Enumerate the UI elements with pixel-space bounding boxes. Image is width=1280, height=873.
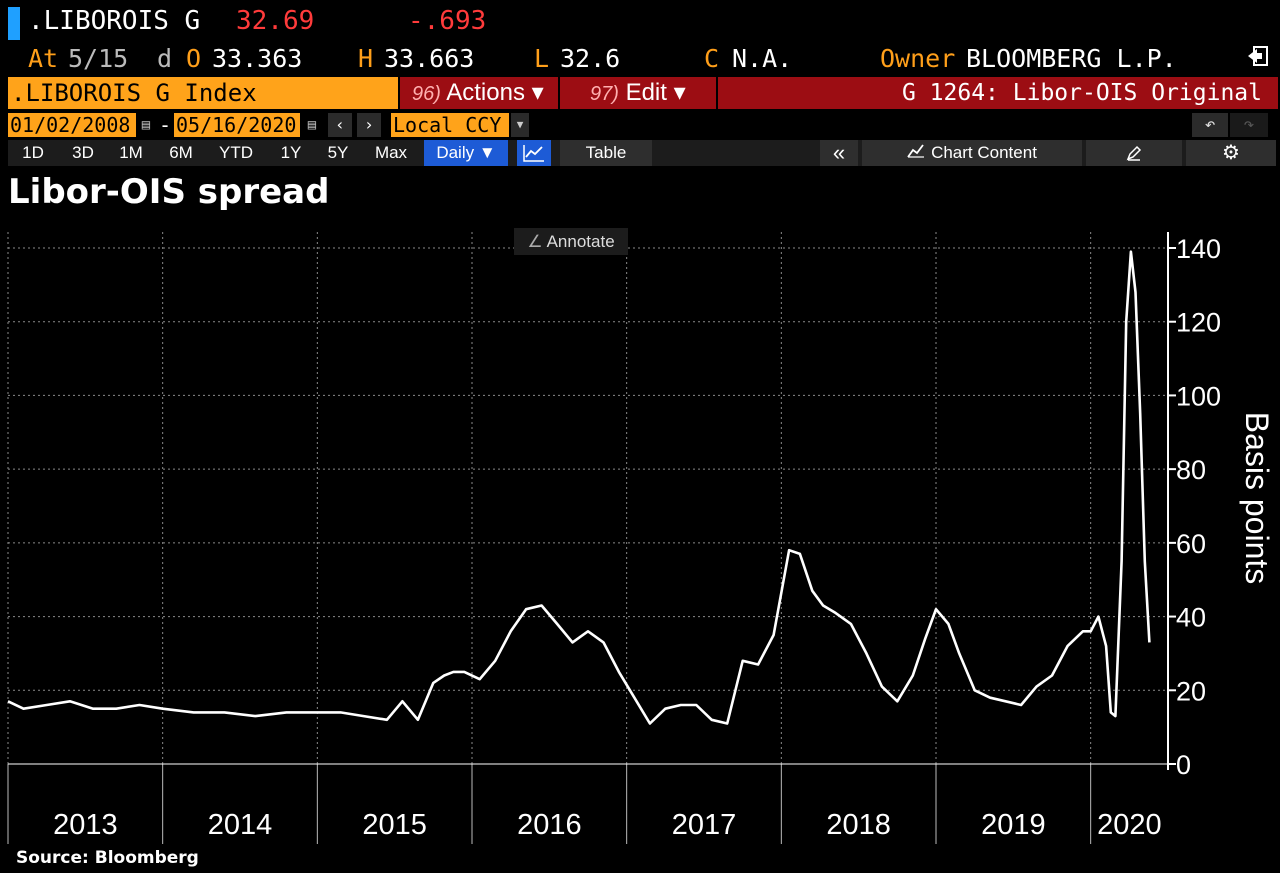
period-3d-button[interactable]: 3D bbox=[72, 143, 94, 162]
chart-content-icon bbox=[907, 140, 925, 166]
x-tick-label: 2019 bbox=[981, 809, 1046, 841]
period-toolbar: 1D 3D 1M 6M YTD 1Y 5Y Max Daily ▼ Table … bbox=[8, 140, 1276, 166]
low-value: 32.6 bbox=[560, 44, 621, 73]
period-5y-button[interactable]: 5Y bbox=[327, 143, 349, 162]
y-tick-label: 20 bbox=[1176, 676, 1206, 706]
date-separator: - bbox=[159, 113, 172, 137]
y-tick-label: 60 bbox=[1176, 529, 1206, 559]
collapse-panel-button[interactable]: « bbox=[820, 140, 858, 166]
high-value: 33.663 bbox=[384, 44, 475, 73]
security-field[interactable]: .LIBOROIS G Index bbox=[8, 77, 398, 109]
open-value: 33.363 bbox=[212, 44, 303, 73]
actions-menu-number: 96) bbox=[412, 83, 441, 105]
x-tick-label: 2018 bbox=[826, 809, 891, 841]
redo-icon[interactable]: ↷ bbox=[1230, 113, 1268, 137]
price-change: -.693 bbox=[408, 6, 487, 36]
annotate-button[interactable]: ∠ Annotate bbox=[514, 228, 628, 255]
period-1y-button[interactable]: 1Y bbox=[280, 143, 302, 162]
period-6m-button[interactable]: 6M bbox=[169, 143, 193, 162]
y-axis-label: Basis points bbox=[1239, 412, 1275, 585]
chart-title: Libor-OIS spread bbox=[8, 172, 330, 212]
x-tick-label: 2013 bbox=[53, 809, 118, 841]
source-note: Source: Bloomberg bbox=[16, 848, 199, 868]
actions-menu-button[interactable]: 96) Actions ▾ bbox=[400, 77, 558, 109]
edit-menu-label: Edit ▾ bbox=[625, 79, 686, 106]
pencil-icon: ∠ bbox=[527, 232, 543, 251]
y-tick-label: 80 bbox=[1176, 455, 1206, 485]
end-date-field[interactable]: 05/16/2020 bbox=[174, 113, 300, 137]
x-tick-label: 2017 bbox=[672, 809, 737, 841]
table-view-button[interactable]: Table bbox=[560, 140, 652, 166]
owner-value: BLOOMBERG L.P. bbox=[966, 44, 1177, 73]
x-tick-label: 2015 bbox=[362, 809, 427, 841]
currency-select[interactable]: Local CCY bbox=[391, 113, 509, 137]
y-tick-label: 100 bbox=[1176, 381, 1221, 411]
high-label: H bbox=[358, 44, 374, 73]
chart-content-button[interactable]: Chart Content bbox=[862, 140, 1082, 166]
open-label: O bbox=[186, 44, 202, 73]
annotate-label: Annotate bbox=[546, 232, 615, 251]
line-chart: 0 20 40 60 80 100 120 140 2013 2014 2015 2016 2017 20… bbox=[7, 232, 1275, 844]
y-tick-label: 40 bbox=[1176, 603, 1206, 633]
x-tick-label: 2014 bbox=[208, 809, 273, 841]
x-tick-label: 2020 bbox=[1097, 809, 1162, 841]
gear-icon[interactable]: ⚙ bbox=[1186, 140, 1276, 166]
calendar-icon[interactable]: ▤ bbox=[307, 117, 317, 133]
line-chart-icon[interactable] bbox=[517, 140, 551, 166]
series-line bbox=[7, 250, 1151, 725]
d-label: d bbox=[157, 44, 173, 73]
period-1m-button[interactable]: 1M bbox=[119, 143, 143, 162]
edit-menu-button[interactable]: 97) Edit ▾ bbox=[560, 77, 716, 109]
owner-label: Owner bbox=[880, 44, 956, 73]
frequency-select[interactable]: Daily ▼ bbox=[424, 140, 508, 166]
y-tick-label: 140 bbox=[1176, 234, 1221, 264]
low-label: L bbox=[534, 44, 550, 73]
at-date: 5/15 bbox=[68, 44, 129, 73]
calendar-icon[interactable]: ▤ bbox=[141, 117, 151, 133]
exit-icon[interactable] bbox=[1244, 44, 1272, 72]
close-label: C bbox=[704, 44, 720, 73]
y-tick-label: 120 bbox=[1176, 308, 1221, 338]
security-indicator bbox=[8, 7, 20, 40]
pencil-icon[interactable] bbox=[1086, 140, 1182, 166]
undo-icon[interactable]: ↶ bbox=[1192, 113, 1228, 137]
period-ytd-button[interactable]: YTD bbox=[219, 143, 253, 162]
x-tick-label: 2016 bbox=[517, 809, 582, 841]
y-tick-label: 0 bbox=[1176, 750, 1191, 780]
command-bar: .LIBOROIS G Index 96) Actions ▾ 97) Edit… bbox=[8, 77, 1278, 109]
ticker-symbol: .LIBOROIS G bbox=[28, 6, 201, 36]
actions-menu-label: Actions ▾ bbox=[446, 79, 544, 106]
close-value: N.A. bbox=[732, 44, 793, 73]
previous-period-button[interactable]: ‹ bbox=[328, 113, 352, 137]
period-max-button[interactable]: Max bbox=[374, 143, 408, 162]
at-label: At bbox=[28, 44, 59, 73]
period-1d-button[interactable]: 1D bbox=[22, 143, 44, 162]
chart-content-label: Chart Content bbox=[931, 143, 1037, 162]
edit-menu-number: 97) bbox=[590, 83, 619, 105]
next-period-button[interactable]: › bbox=[357, 113, 381, 137]
chevron-down-icon[interactable]: ▼ bbox=[511, 113, 529, 137]
function-title: G 1264: Libor-OIS Original bbox=[718, 77, 1278, 109]
start-date-field[interactable]: 01/02/2008 bbox=[8, 113, 136, 137]
last-price: 32.69 bbox=[236, 6, 315, 36]
